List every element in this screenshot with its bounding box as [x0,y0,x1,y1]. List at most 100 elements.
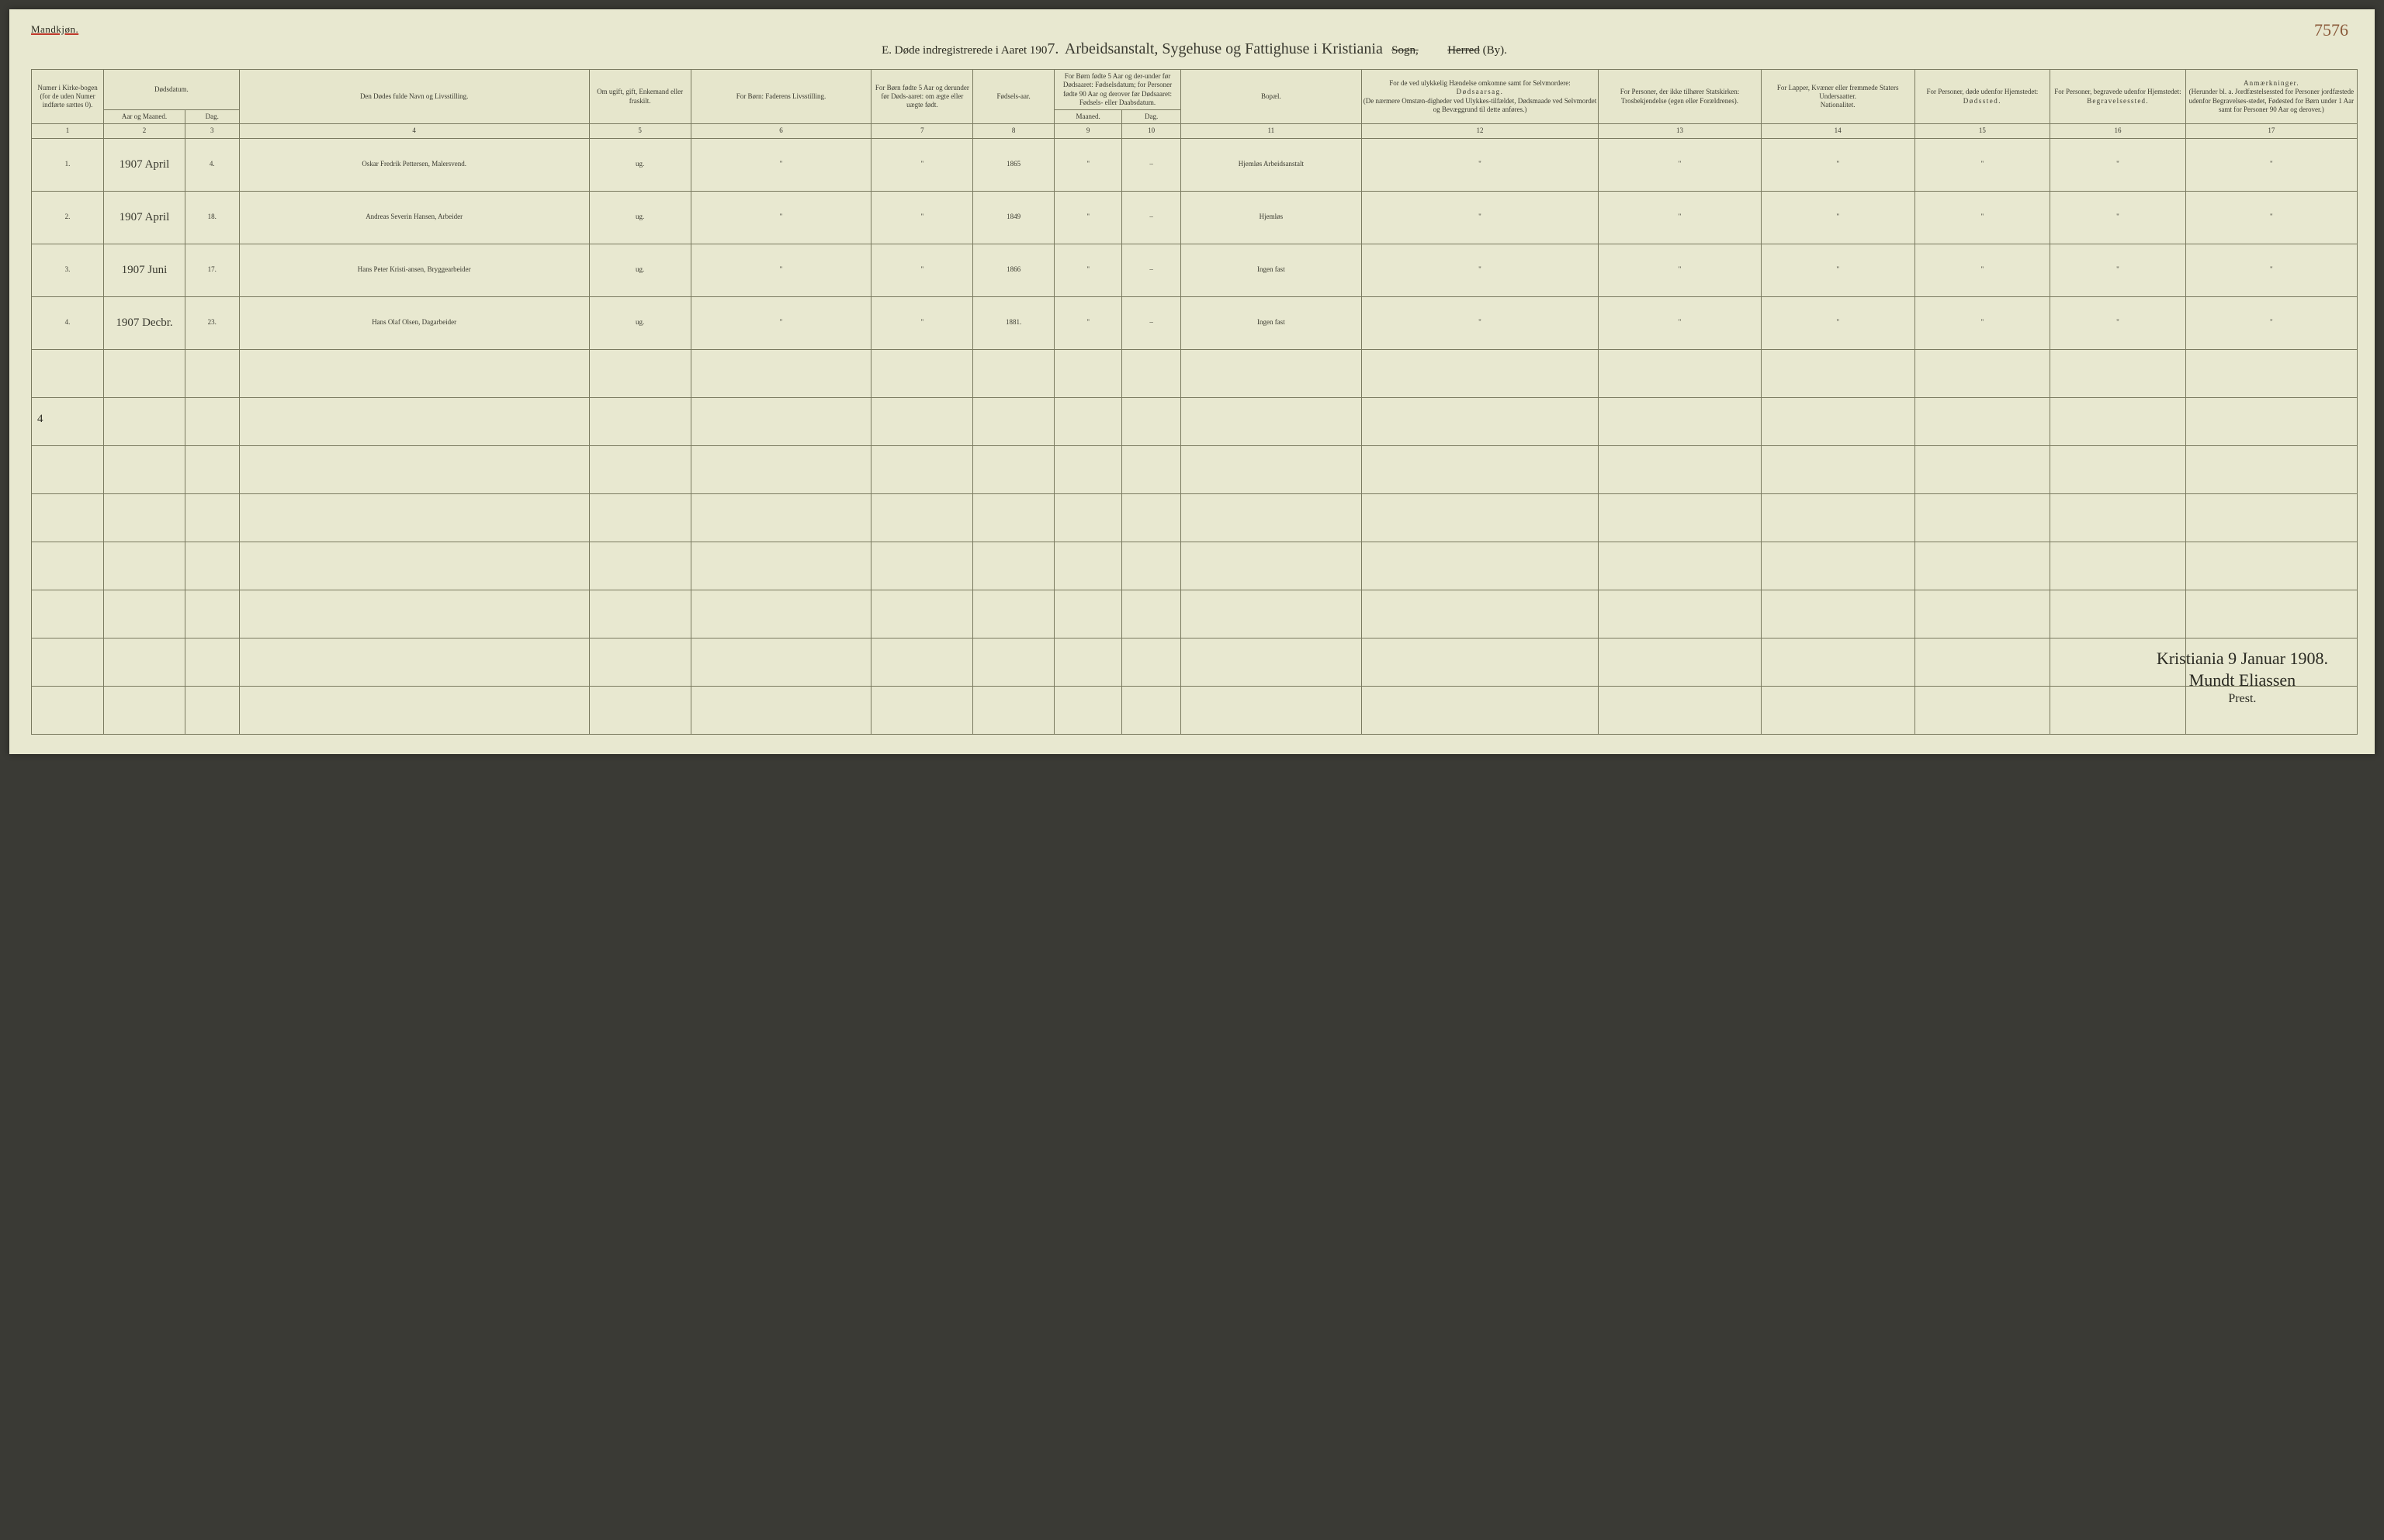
empty-cell [239,542,589,590]
empty-cell [871,686,973,734]
table-row-empty [32,638,2358,686]
table-row-empty [32,397,2358,445]
empty-cell [1180,686,1361,734]
header-col2b: Dag. [185,110,239,124]
empty-cell [871,493,973,542]
empty-cell [1599,638,1761,686]
empty-cell [2185,445,2357,493]
cell-residence: Ingen fast [1180,244,1361,296]
column-number: 11 [1180,124,1361,138]
cell-num: 3. [32,244,104,296]
cell-c12: " [1361,296,1599,349]
cell-c9: " [1055,296,1122,349]
empty-cell [691,493,871,542]
empty-cell [1361,638,1599,686]
empty-cell [973,638,1055,686]
empty-cell [1761,542,1914,590]
empty-cell [1055,349,1122,397]
title-parish-handwritten: Arbeidsanstalt, Sygehuse og Fattighuse i… [1065,40,1383,57]
cell-year_month: 1907 April [104,191,185,244]
cell-c17: " [2185,244,2357,296]
cell-c15: " [1914,244,2050,296]
empty-cell [691,445,871,493]
empty-cell [1055,493,1122,542]
empty-cell [589,397,691,445]
column-number: 3 [185,124,239,138]
cell-name: Andreas Severin Hansen, Arbeider [239,191,589,244]
table-row: 1.1907 April4.Oskar Fredrik Pettersen, M… [32,138,2358,191]
header-col17-top: Anmærkninger. [2244,79,2299,87]
empty-cell [1914,349,2050,397]
empty-cell [1180,445,1361,493]
column-number: 6 [691,124,871,138]
cell-c15: " [1914,138,2050,191]
empty-cell [1914,590,2050,638]
table-row-empty [32,590,2358,638]
cell-name: Oskar Fredrik Pettersen, Malersvend. [239,138,589,191]
cell-c12: " [1361,138,1599,191]
empty-cell [1361,493,1599,542]
page-title: E. Døde indregistrerede i Aaret 1907. Ar… [31,40,2358,58]
header-col11: Bopæl. [1180,70,1361,124]
column-number: 2 [104,124,185,138]
cell-c14: " [1761,296,1914,349]
empty-cell [2185,349,2357,397]
empty-cell [1914,445,2050,493]
empty-cell [239,397,589,445]
empty-cell [32,493,104,542]
cell-c15: " [1914,191,2050,244]
header-col12-mid: Dødsaarsag. [1457,88,1504,95]
empty-cell [1761,493,1914,542]
header-col7: For Børn fødte 5 Aar og derunder før Død… [871,70,973,124]
cell-c12: " [1361,244,1599,296]
table-header: Numer i Kirke-bogen (for de uden Numer i… [32,70,2358,124]
cell-c6: " [691,296,871,349]
column-number: 5 [589,124,691,138]
empty-cell [1055,397,1122,445]
empty-cell [239,686,589,734]
cell-day: 18. [185,191,239,244]
cell-c9: " [1055,244,1122,296]
empty-cell [185,590,239,638]
empty-cell [104,445,185,493]
cell-c17: " [2185,296,2357,349]
empty-cell [1122,397,1181,445]
empty-cell [185,397,239,445]
cell-year_month: 1907 April [104,138,185,191]
empty-cell [2185,542,2357,590]
gender-label: Mandkjøn. [31,23,2358,36]
empty-cell [2050,590,2186,638]
cell-residence: Ingen fast [1180,296,1361,349]
cell-c17: " [2185,191,2357,244]
table-row: 4.1907 Decbr.23.Hans Olaf Olsen, Dagarbe… [32,296,2358,349]
empty-cell [2185,590,2357,638]
empty-cell [2050,349,2186,397]
empty-cell [2050,445,2186,493]
empty-cell [1361,686,1599,734]
cell-c10: – [1122,138,1181,191]
column-number: 15 [1914,124,2050,138]
header-col13-top: For Personer, der ikke tilhører Statskir… [1620,88,1740,95]
empty-cell [104,686,185,734]
cell-birth_year: 1881. [973,296,1055,349]
empty-cell [1361,542,1599,590]
table-row-empty [32,445,2358,493]
column-number-row: 1234567891011121314151617 [32,124,2358,138]
empty-cell [1122,445,1181,493]
cell-year_month: 1907 Decbr. [104,296,185,349]
empty-cell [1055,590,1122,638]
empty-cell [1599,542,1761,590]
header-col15: For Personer, døde udenfor Hjemstedet: D… [1914,70,2050,124]
empty-cell [1122,349,1181,397]
empty-cell [871,445,973,493]
header-col12-bot: (De nærmere Omstæn-digheder ved Ulykkes-… [1364,97,1596,113]
empty-cell [973,590,1055,638]
column-number: 10 [1122,124,1181,138]
cell-residence: Hjemløs Arbeidsanstalt [1180,138,1361,191]
empty-cell [871,397,973,445]
header-col9-top: For Børn fødte 5 Aar og der-under før Dø… [1055,70,1181,110]
header-col15-bot: Dødssted. [1963,97,2001,105]
table-row-empty [32,542,2358,590]
empty-cell [1761,397,1914,445]
title-year-suffix: 7. [1047,40,1059,57]
